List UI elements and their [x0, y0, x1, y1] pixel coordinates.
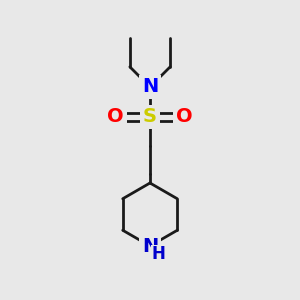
Text: N: N	[142, 236, 158, 256]
Text: S: S	[143, 107, 157, 127]
Text: H: H	[152, 245, 165, 263]
Text: N: N	[142, 77, 158, 97]
Text: O: O	[107, 107, 124, 127]
Text: O: O	[176, 107, 193, 127]
